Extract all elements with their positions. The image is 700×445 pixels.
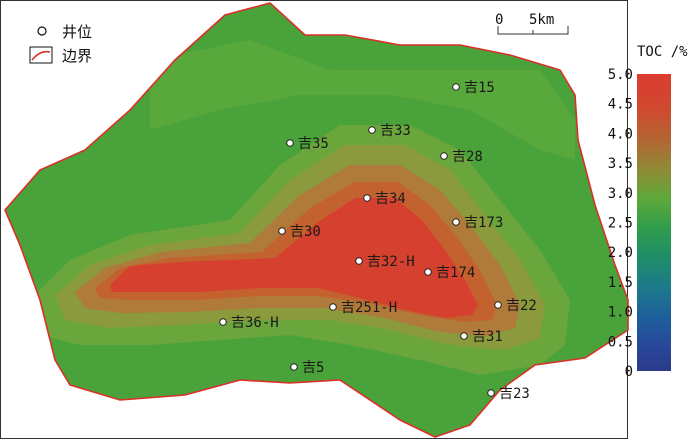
well-marker: 吉173: [452, 215, 503, 231]
svg-text:吉33: 吉33: [380, 123, 411, 139]
svg-text:吉30: 吉30: [290, 224, 321, 240]
svg-text:吉23: 吉23: [499, 386, 530, 402]
colorbar-tick-label: 3.5: [608, 156, 633, 172]
svg-text:吉173: 吉173: [464, 215, 503, 231]
colorbar-tick-label: 0: [625, 364, 633, 380]
svg-text:吉174: 吉174: [436, 265, 475, 281]
svg-text:吉35: 吉35: [298, 136, 329, 152]
well-marker: 吉5: [290, 360, 324, 376]
scale-bar-end: 5km: [529, 12, 554, 28]
svg-text:吉32-H: 吉32-H: [367, 254, 415, 270]
svg-text:吉36-H: 吉36-H: [231, 315, 279, 331]
well-marker: 吉251-H: [329, 300, 397, 316]
colorbar-tick-label: 0.5: [608, 334, 633, 350]
well-marker: 吉33: [368, 123, 411, 139]
colorbar-tick-label: 5.0: [608, 67, 633, 83]
well-symbol-icon: [37, 26, 47, 36]
well-marker: 吉28: [440, 149, 483, 165]
scale-bar-start: 0: [495, 12, 503, 28]
colorbar-title: TOC /%: [637, 44, 688, 60]
svg-text:吉28: 吉28: [452, 149, 483, 165]
colorbar-tick-label: 2.5: [608, 216, 633, 232]
well-marker: 吉32-H: [355, 254, 415, 270]
well-marker: 吉174: [424, 265, 475, 281]
contour-level-core: [110, 198, 478, 318]
well-marker: 吉23: [487, 386, 530, 402]
svg-text:吉31: 吉31: [472, 329, 503, 345]
legend-boundary-label: 边界: [62, 47, 92, 65]
boundary-symbol-box: [29, 46, 53, 64]
basin-boundary: [4, 2, 629, 438]
well-markers: 吉15 吉33 吉35 吉28 吉34 吉173 吉30 吉32-H 吉174 …: [219, 80, 537, 402]
svg-text:吉251-H: 吉251-H: [341, 300, 397, 316]
well-marker: 吉22: [494, 298, 537, 314]
scale-bar: 0 5km: [495, 12, 569, 35]
boundary-symbol-icon: [31, 50, 51, 61]
colorbar: TOC /% 5.0 4.5 4.0 3.5 3.0 2.5 2.0 1.5 1.0 0.5 0: [608, 44, 688, 380]
well-marker: 吉15: [452, 80, 495, 96]
svg-text:吉15: 吉15: [464, 80, 495, 96]
colorbar-tick-label: 1.5: [608, 275, 633, 291]
svg-text:吉34: 吉34: [375, 191, 406, 207]
contour-level-north-light: [150, 40, 575, 160]
well-marker: 吉30: [278, 224, 321, 240]
map-legend: 井位 边界: [29, 23, 92, 65]
colorbar-tick-label: 3.0: [608, 186, 633, 202]
well-marker: 吉34: [363, 191, 406, 207]
well-marker: 吉35: [286, 136, 329, 152]
svg-text:吉5: 吉5: [302, 360, 324, 376]
well-marker: 吉31: [460, 329, 503, 345]
well-marker: 吉36-H: [219, 315, 279, 331]
colorbar-ticks: 5.0 4.5 4.0 3.5 3.0 2.5 2.0 1.5 1.0 0.5 0: [608, 67, 633, 380]
colorbar-tick-label: 1.0: [608, 305, 633, 321]
legend-well-label: 井位: [62, 23, 92, 41]
colorbar-ramp: [637, 74, 671, 371]
colorbar-tick-label: 4.5: [608, 97, 633, 113]
colorbar-tick-label: 2.0: [608, 245, 633, 261]
svg-text:吉22: 吉22: [506, 298, 537, 314]
colorbar-tick-label: 4.0: [608, 126, 633, 142]
